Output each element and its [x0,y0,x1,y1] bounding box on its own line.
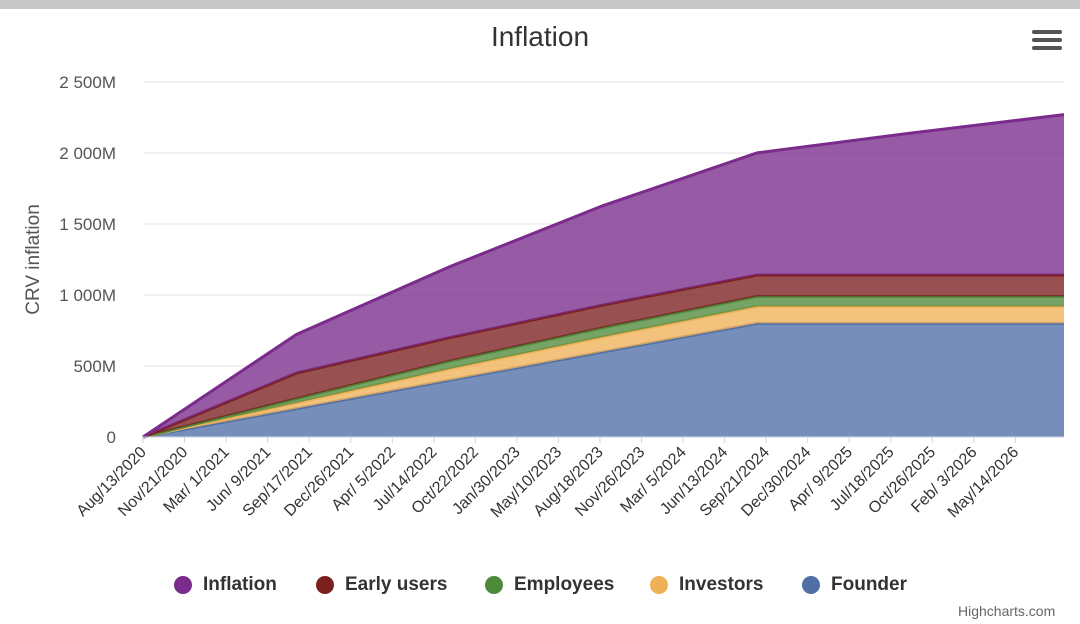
y-tick-label: 1 500M [59,215,116,234]
legend-marker [802,576,820,594]
line-inflation [142,113,1065,439]
legend-marker [316,576,334,594]
area-inflation [143,114,1064,437]
legend-item-investors[interactable]: Investors [650,571,763,599]
y-tick-label: 500M [73,357,116,376]
y-tick-label: 0 [107,428,116,447]
legend-marker [174,576,192,594]
area-investors [143,306,1064,437]
area-early-users [143,274,1064,437]
legend-marker [485,576,503,594]
y-tick-label: 2 500M [59,73,116,92]
hamburger-menu-icon[interactable] [1032,30,1062,56]
top-border [0,0,1080,9]
legend-label: Early users [345,574,448,595]
legend-marker [650,576,668,594]
legend-item-employees[interactable]: Employees [485,571,614,599]
legend-item-inflation[interactable]: Inflation [174,571,277,599]
legend-item-founder[interactable]: Founder [802,571,907,599]
y-tick-label: 2 000M [59,144,116,163]
legend-label: Founder [831,574,907,595]
legend-item-early-users[interactable]: Early users [316,571,447,599]
y-axis-title: CRV inflation [23,204,44,315]
area-founder [143,323,1064,437]
legend-label: Inflation [203,574,277,595]
credits-link[interactable]: Highcharts.com [958,603,1056,619]
legend-label: Employees [514,574,615,595]
legend: Inflation Early users Employees Investor… [0,571,1080,599]
y-tick-label: 1 000M [59,286,116,305]
legend-label: Investors [679,574,764,595]
chart-title: Inflation [491,21,589,52]
